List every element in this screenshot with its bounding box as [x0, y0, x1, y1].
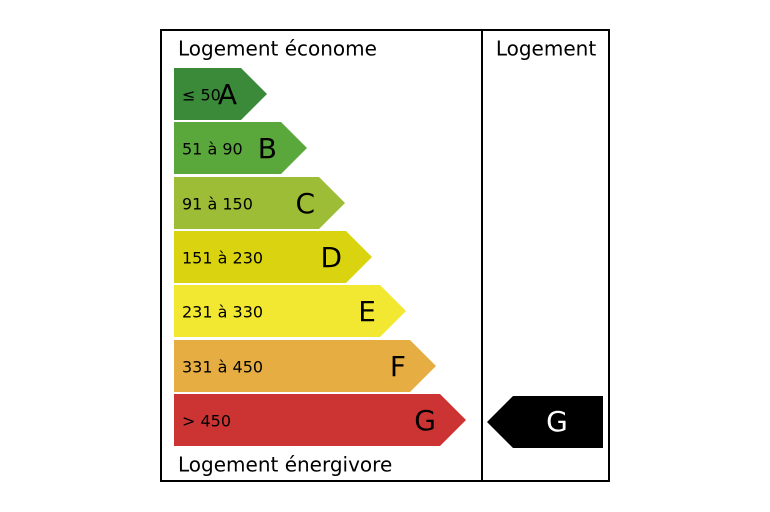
class-arrow — [174, 285, 406, 337]
class-arrow — [174, 122, 307, 174]
class-range: ≤ 50 — [182, 86, 221, 105]
class-letter: F — [390, 350, 406, 383]
frame — [160, 29, 610, 482]
class-letter: A — [218, 78, 237, 111]
class-letter: C — [295, 187, 315, 220]
class-range: 91 à 150 — [182, 195, 253, 214]
left-title: Logement économe — [178, 37, 377, 61]
class-arrow — [174, 231, 372, 283]
current-letter: G — [546, 405, 568, 438]
class-arrow — [174, 177, 345, 229]
right-title: Logement — [496, 37, 596, 61]
class-letter: D — [320, 241, 342, 274]
class-range: > 450 — [182, 412, 231, 431]
footer-title: Logement énergivore — [178, 453, 392, 477]
class-range: 331 à 450 — [182, 358, 263, 377]
class-arrow — [174, 394, 466, 446]
class-range: 51 à 90 — [182, 140, 243, 159]
class-letter: G — [414, 404, 436, 437]
current-arrow — [487, 396, 603, 448]
class-letter: E — [358, 295, 376, 328]
class-range: 151 à 230 — [182, 249, 263, 268]
class-arrow — [174, 340, 436, 392]
class-arrow — [174, 68, 267, 120]
class-range: 231 à 330 — [182, 303, 263, 322]
class-letter: B — [258, 132, 277, 165]
